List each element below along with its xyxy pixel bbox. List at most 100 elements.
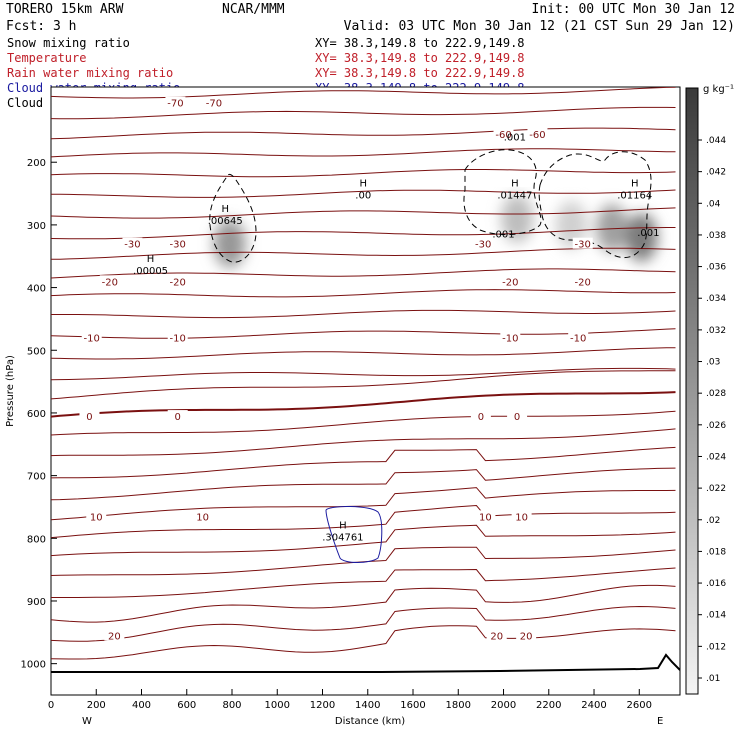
contour-label-bg	[511, 510, 532, 522]
isotherm-label: 10	[196, 512, 209, 523]
west-label: W	[82, 716, 92, 727]
isotherm-line	[51, 148, 676, 158]
plot-frame	[50, 86, 681, 696]
ice-contour-label: .001	[637, 228, 659, 239]
y-tick-label: 600	[27, 409, 46, 420]
contour-label-bg	[203, 96, 224, 108]
isotherm-line	[51, 87, 676, 99]
max-value: .00645	[208, 216, 243, 227]
temperature-isotherms	[51, 87, 676, 660]
forecast-hour: Fcst: 3 h	[6, 19, 76, 34]
ice-contour-east-2	[538, 151, 652, 258]
isotherm-label: -20	[502, 277, 518, 288]
isotherm-line	[51, 127, 676, 140]
isotherm-label: -30	[170, 240, 186, 251]
isotherm-line	[51, 347, 676, 360]
x-tick-label: 200	[87, 700, 106, 711]
x-tick-label: 1400	[355, 700, 380, 711]
isotherm-label: 0	[478, 412, 484, 423]
contour-label-bg	[473, 237, 494, 249]
contour-label-bg	[500, 275, 521, 287]
contour-label-bg	[572, 275, 593, 287]
max-marker: H	[359, 179, 367, 190]
colorbar-tick-label: .03	[706, 358, 720, 368]
isotherm-label: -10	[84, 334, 100, 345]
max-marker: H	[631, 179, 639, 190]
contour-label-bg	[516, 629, 537, 641]
x-tick-label: 1000	[265, 700, 290, 711]
colorbar-tick-label: .02	[706, 516, 720, 526]
x-axis-label: Distance (km)	[335, 716, 405, 727]
isotherm-label: -10	[170, 334, 186, 345]
field-xy: XY= 38.3,149.8 to 222.9,149.8	[315, 51, 525, 65]
isotherm-line	[51, 247, 676, 260]
contour-label-bg	[486, 629, 507, 641]
isotherm-line	[51, 467, 676, 501]
isotherm-label: -70	[167, 99, 183, 110]
max-value: .01164	[617, 191, 652, 202]
colorbar-tick-label: .028	[706, 389, 726, 399]
isotherm-line	[51, 106, 676, 120]
isotherm-label: -20	[575, 277, 591, 288]
max-marker: H	[221, 204, 229, 215]
y-tick-label: 1000	[21, 660, 46, 671]
org-title: NCAR/MMM	[222, 2, 285, 17]
colorbar-tick-label: .01	[706, 674, 720, 684]
isotherm-label: -30	[575, 240, 591, 251]
cloud-water-contour	[325, 506, 383, 563]
isotherm-label: 10	[90, 512, 103, 523]
ice-contour-west	[209, 173, 257, 263]
y-tick-label: 700	[27, 472, 46, 483]
valid-time: Valid: 03 UTC Mon 30 Jan 12 (21 CST Sun …	[344, 19, 735, 34]
colorbar-gradient	[685, 87, 699, 695]
contour-label-bg	[192, 510, 213, 522]
isotherm-label: 0	[86, 412, 92, 423]
x-tick-label: 1200	[310, 700, 335, 711]
isotherm-line	[51, 410, 676, 436]
x-tick-label: 2400	[581, 700, 606, 711]
isotherm-label: -10	[570, 334, 586, 345]
y-axis: 200 300 400 500 600 700 800 900 1000	[21, 158, 57, 671]
y-tick-label: 900	[27, 597, 46, 608]
isotherm-line	[51, 605, 676, 642]
contour-label-bg	[79, 410, 100, 422]
field-label: Temperature	[7, 51, 86, 65]
x-tick-label: 800	[222, 700, 241, 711]
isotherm-line	[51, 504, 676, 539]
contour-label-bg	[99, 275, 120, 287]
isotherm-label: -20	[170, 277, 186, 288]
isotherm-line	[51, 487, 676, 521]
field-label: Snow mixing ratio	[7, 36, 130, 50]
max-value: .00	[355, 191, 371, 202]
colorbar-tick-label: .018	[706, 547, 726, 557]
colorbar-tick-label: .012	[706, 642, 726, 652]
x-tick-label: 2000	[491, 700, 516, 711]
contour-label-bg	[104, 629, 125, 641]
isotherm-label: 0	[175, 412, 181, 423]
max-marker: H	[147, 254, 155, 265]
isotherm-label: -60	[495, 130, 511, 141]
isotherm-label: -30	[475, 240, 491, 251]
contour-label-bg	[122, 237, 143, 249]
terrain-line	[51, 653, 680, 673]
colorbar-tick-label: .014	[706, 611, 726, 621]
field-xy: XY= 38.3,149.8 to 222.9,149.8	[315, 66, 525, 80]
isotherm-line	[51, 370, 676, 400]
x-axis: 0 200 400 600 800 1000 1200 1400 1600 1800 2000 220…	[48, 689, 652, 711]
x-tick-label: 0	[48, 700, 54, 711]
max-marker: H	[339, 520, 347, 531]
snow-blob	[596, 204, 629, 253]
x-tick-label: 1800	[446, 700, 471, 711]
model-title: TORERO 15km ARW	[6, 2, 124, 17]
colorbar-tick-label: .022	[706, 484, 726, 494]
isotherm-line	[51, 289, 676, 298]
isotherm-label: -10	[502, 334, 518, 345]
colorbar-tick-label: .042	[706, 168, 726, 178]
isotherm-line	[51, 446, 676, 479]
isotherm-line	[51, 367, 676, 381]
isotherm-line	[51, 207, 676, 219]
isotherm-label: 20	[490, 631, 503, 642]
max-marker: H	[511, 179, 519, 190]
cloud-ice-contours	[209, 149, 652, 263]
